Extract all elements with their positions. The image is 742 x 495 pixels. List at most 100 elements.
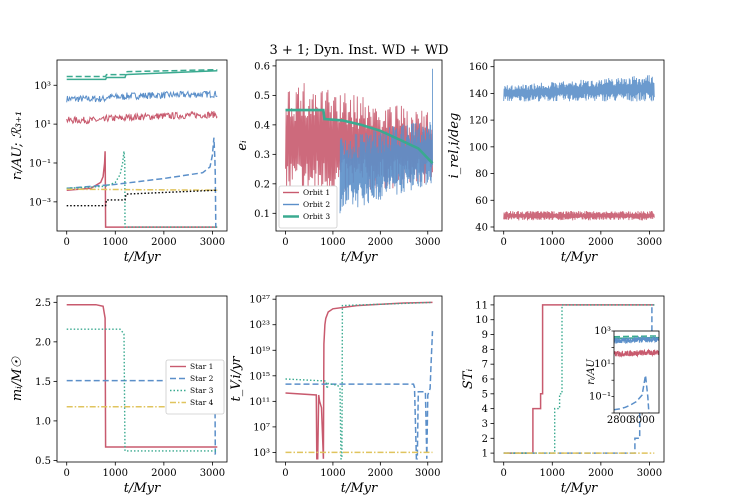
series-star-1	[66, 303, 218, 448]
y-tick-label: 60	[475, 196, 488, 207]
x-axis-label: t/Myr	[341, 250, 378, 265]
x-tick-label: 2000	[151, 237, 176, 248]
x-tick-label: 3000	[415, 237, 440, 248]
x-tick-label: 1000	[320, 468, 345, 479]
x-tick-label: 2000	[588, 468, 613, 479]
y-tick-label: 10²³	[249, 320, 270, 331]
plot-area-p4	[66, 303, 218, 455]
series-star-2	[285, 331, 434, 460]
x-tick-label: 0	[64, 237, 70, 248]
x-tick-label: 0	[64, 468, 70, 479]
plot-area-p1	[66, 68, 218, 228]
series-star-1	[285, 301, 433, 460]
series-star-2	[66, 379, 218, 455]
plot-area-p6	[503, 304, 655, 454]
y-tick-label: 10¹⁵	[249, 371, 270, 382]
y-axis-label: eᵢ	[235, 140, 250, 151]
x-tick-label: 0	[282, 237, 288, 248]
y-tick-label: 10³	[34, 81, 51, 92]
y-tick-label: 2	[482, 434, 488, 445]
axes-frame	[56, 295, 228, 463]
x-tick-label: 2000	[368, 237, 393, 248]
y-tick-label: 0.2	[254, 179, 270, 190]
axes-frame	[56, 59, 228, 232]
legend-entry: Star 4	[190, 398, 214, 407]
x-tick-label: 3000	[200, 237, 225, 248]
series-star-3-radius	[66, 151, 218, 228]
x-tick-label: 1000	[320, 237, 345, 248]
x-tick-label: 1000	[540, 237, 565, 248]
axes-frame	[275, 59, 443, 232]
y-axis-label: i_rel,i/deg	[447, 113, 462, 179]
y-tick-label: 10⁷	[253, 422, 270, 433]
panel-p1: 0 1000 2000 3000 10⁻³ 10⁻¹ 10¹ 10³ t/Myr rᵢ/AU; ℛ…	[10, 59, 228, 265]
series-star-3	[285, 301, 433, 460]
x-tick-label: 1000	[103, 237, 128, 248]
x-tick-label: 1000	[540, 468, 565, 479]
series-star-2	[503, 304, 654, 454]
y-tick-label: 9	[482, 330, 488, 341]
y-tick-label: 8	[482, 345, 488, 356]
inset-frame	[613, 330, 660, 414]
inset-x-tick-label: 3000	[629, 415, 654, 426]
y-tick-label: 0.5	[254, 91, 270, 102]
y-axis-label: t_V,i/yr	[229, 356, 244, 402]
legend-entry: Star 3	[190, 386, 214, 395]
inset-x-tick-label: 2800	[607, 415, 632, 426]
x-axis-label: t/Myr	[561, 481, 598, 495]
x-tick-label: 3000	[637, 468, 662, 479]
y-tick-label: 2.0	[35, 337, 51, 348]
series-orbit-2	[614, 335, 659, 345]
series-star-1	[503, 304, 655, 454]
panel-p5: 0 1000 2000 3000 10³ 10⁷ 10¹¹ 10¹⁵ 10¹⁹ 10²³ 10²⁷ t…	[229, 295, 443, 495]
legend-entry: Orbit 3	[303, 212, 330, 221]
legend-entry: Star 1	[190, 362, 213, 371]
y-tick-label: 100	[469, 142, 488, 153]
series-orbit-3-apo	[614, 335, 659, 338]
inset-y-tick-label: 10¹	[594, 359, 611, 370]
y-tick-label: 1.5	[35, 377, 51, 388]
series-orbit-1	[503, 210, 655, 221]
panel-p3: 0 1000 2000 3000 40 60 80 100 120 140 160 t/Myr i_re…	[447, 59, 665, 265]
y-axis-label: mᵢ/M☉	[10, 356, 25, 402]
x-axis-label: t/Myr	[561, 250, 598, 265]
y-tick-label: 0.5	[35, 456, 51, 467]
panel-p6: 0 1000 2000 30001234567891011t/MyrSTᵢ280030…	[461, 295, 665, 495]
y-tick-label: 0.4	[254, 120, 270, 131]
legend-entry: Orbit 2	[303, 200, 330, 209]
plot-area-p3	[503, 75, 655, 221]
x-tick-label: 0	[501, 468, 507, 479]
series-orbit-2	[66, 89, 218, 103]
x-tick-label: 0	[282, 468, 288, 479]
y-tick-label: 40	[475, 222, 488, 233]
y-axis-label: STᵢ	[461, 369, 476, 390]
x-axis-label: t/Myr	[124, 481, 161, 495]
y-tick-label: 10¹	[34, 120, 51, 131]
series-orbit-3	[66, 69, 218, 81]
series-orbit-2	[339, 68, 433, 214]
plot-area-p2	[285, 68, 434, 214]
axes-frame	[493, 59, 665, 232]
y-tick-label: 10¹⁹	[249, 346, 270, 357]
y-tick-label: 10³	[253, 448, 270, 459]
y-tick-label: 10¹¹	[249, 397, 270, 408]
y-tick-label: 80	[475, 169, 488, 180]
series-orbit-3	[285, 108, 434, 165]
y-tick-label: 10⁻¹	[29, 158, 51, 169]
series-orbit-3-apo	[66, 68, 218, 78]
y-tick-label: 5	[482, 389, 488, 400]
series-star-4-radius	[66, 188, 218, 191]
x-tick-label: 2000	[151, 468, 176, 479]
y-tick-label: 0.6	[254, 61, 270, 72]
x-tick-label: 0	[501, 237, 507, 248]
series-orbit-1	[66, 110, 218, 125]
x-axis-label: t/Myr	[341, 481, 378, 495]
y-tick-label: 6	[482, 375, 488, 386]
y-tick-label: 10⁻³	[29, 197, 51, 208]
inset-y-axis-label: rᵢ/AU	[586, 359, 597, 385]
series-orbit-2	[503, 75, 655, 102]
y-tick-label: 10²⁷	[249, 295, 270, 306]
y-tick-label: 3	[482, 419, 488, 430]
axes-frame	[275, 295, 443, 463]
x-axis-label: t/Myr	[124, 250, 161, 265]
